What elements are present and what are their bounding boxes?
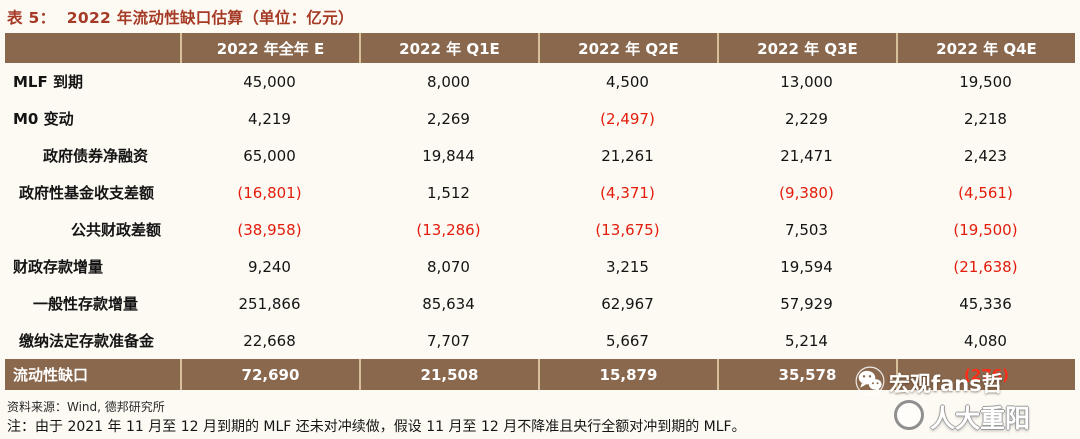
value-cell: 5,667 [606, 331, 649, 350]
table-row-public-finance: 公共财政差额 (38,958) (13,286) (13,675) 7,503 … [5, 211, 1075, 248]
row-label: MLF 到期 [13, 73, 83, 91]
table-row-general-deposit: 一般性存款增量 251,866 85,634 62,967 57,929 45,… [5, 285, 1075, 322]
value-cell: 8,000 [427, 72, 470, 91]
value-cell: 57,929 [780, 294, 833, 313]
value-cell: 65,000 [243, 146, 296, 165]
value-cell: (9,380) [779, 183, 834, 202]
value-cell: (4,371) [600, 183, 655, 202]
value-cell: (38,958) [237, 220, 302, 239]
value-cell: (21,638) [953, 257, 1018, 276]
value-cell: 7,707 [427, 331, 470, 350]
header-col-q3: 2022 年 Q3E [717, 33, 896, 63]
value-cell: 7,503 [785, 220, 828, 239]
value-cell: 19,844 [422, 146, 475, 165]
row-label: 流动性缺口 [13, 366, 89, 384]
value-cell: 13,000 [780, 72, 833, 91]
value-cell: 21,508 [359, 359, 538, 390]
table-row-fiscal-deposit: 财政存款增量 9,240 8,070 3,215 19,594 (21,638) [5, 248, 1075, 285]
value-cell: 1,512 [427, 183, 470, 202]
value-cell: 3,215 [606, 257, 649, 276]
watermark-wechat: 宏观fans哲 [855, 366, 1003, 400]
value-cell: 2,269 [427, 109, 470, 128]
value-cell: 21,471 [780, 146, 833, 165]
header-col-q1: 2022 年 Q1E [359, 33, 538, 63]
value-cell: (4,561) [958, 183, 1013, 202]
value-cell: 2,218 [964, 109, 1007, 128]
value-cell: (19,500) [953, 220, 1018, 239]
value-cell: (2,497) [600, 109, 655, 128]
value-cell: 85,634 [422, 294, 475, 313]
value-cell: (16,801) [237, 183, 302, 202]
watermark-logo-circle [894, 400, 924, 430]
table-row-mlf: MLF 到期 45,000 8,000 4,500 13,000 19,500 [5, 63, 1075, 100]
value-cell: 45,000 [243, 72, 296, 91]
value-cell: 72,690 [180, 359, 359, 390]
value-cell: (13,286) [416, 220, 481, 239]
header-col-full-year: 2022 年全年 E [180, 33, 359, 63]
value-cell: 9,240 [248, 257, 291, 276]
table-row-liquidity-gap-total: 流动性缺口 72,690 21,508 15,879 35,578 (276) [5, 359, 1075, 390]
value-cell: 35,578 [717, 359, 896, 390]
value-cell: 8,070 [427, 257, 470, 276]
value-cell: 62,967 [601, 294, 654, 313]
row-label: 一般性存款增量 [33, 295, 139, 313]
table-title: 表 5： 2022 年流动性缺口估算（单位：亿元） [7, 9, 354, 27]
value-cell: 4,219 [248, 109, 291, 128]
value-cell: 15,879 [538, 359, 717, 390]
value-cell: 4,500 [606, 72, 649, 91]
table-row-reserve-requirement: 缴纳法定存款准备金 22,668 7,707 5,667 5,214 4,080 [5, 322, 1075, 359]
wechat-icon [855, 366, 885, 400]
value-cell: 4,080 [964, 331, 1007, 350]
header-col-q4: 2022 年 Q4E [896, 33, 1075, 63]
value-cell: 5,214 [785, 331, 828, 350]
row-label: 公共财政差额 [71, 221, 162, 239]
table-row-gov-bond: 政府债券净融资 65,000 19,844 21,261 21,471 2,42… [5, 137, 1075, 174]
row-label: 政府性基金收支差额 [19, 184, 155, 202]
watermark-wechat-name: 宏观fans哲 [889, 372, 1003, 396]
value-cell: (276) [896, 359, 1075, 390]
watermark-logo-name: 人大重阳 [930, 404, 1031, 433]
value-cell: 21,261 [601, 146, 654, 165]
data-source-note: 资料来源：Wind, 德邦研究所 [7, 400, 165, 414]
row-label: M0 变动 [13, 110, 74, 128]
table-row-m0: M0 变动 4,219 2,269 (2,497) 2,229 2,218 [5, 100, 1075, 137]
header-col-q2: 2022 年 Q2E [538, 33, 717, 63]
row-label: 财政存款增量 [13, 258, 104, 276]
value-cell: 19,594 [780, 257, 833, 276]
table-row-gov-fund: 政府性基金收支差额 (16,801) 1,512 (4,371) (9,380)… [5, 174, 1075, 211]
table-header-row: 2022 年全年 E 2022 年 Q1E 2022 年 Q2E 2022 年 … [5, 33, 1075, 63]
value-cell: 2,229 [785, 109, 828, 128]
liquidity-gap-table: 2022 年全年 E 2022 年 Q1E 2022 年 Q2E 2022 年 … [5, 33, 1075, 390]
header-empty-cell [5, 33, 180, 63]
row-label: 政府债券净融资 [43, 147, 149, 165]
row-label: 缴纳法定存款准备金 [19, 332, 155, 350]
value-cell: 22,668 [243, 331, 296, 350]
value-cell: 45,336 [959, 294, 1012, 313]
footnote: 注：由于 2021 年 11 月至 12 月到期的 MLF 还未对冲续做，假设 … [7, 419, 746, 435]
value-cell: 2,423 [964, 146, 1007, 165]
value-cell: (13,675) [595, 220, 660, 239]
value-cell: 251,866 [238, 294, 301, 313]
value-cell: 19,500 [959, 72, 1012, 91]
